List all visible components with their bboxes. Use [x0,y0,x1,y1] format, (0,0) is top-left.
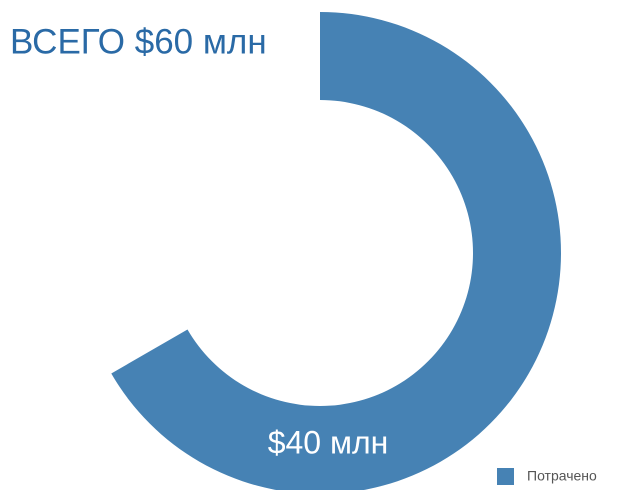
value-label: $40 млн [268,424,389,460]
donut-segment [111,12,561,490]
legend-label: Потрачено [527,468,597,484]
legend-swatch [497,468,514,485]
chart-title: ВСЕГО $60 млн [10,22,267,61]
